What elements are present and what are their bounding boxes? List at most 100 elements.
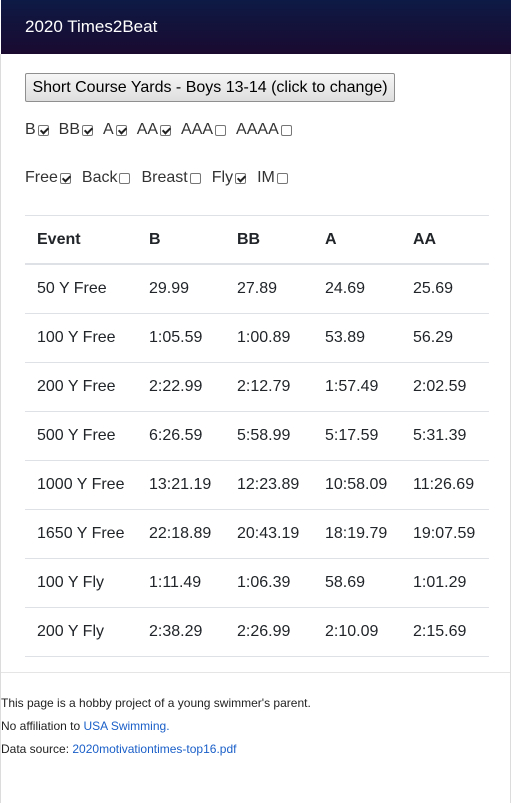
cell-bb: 1:00.89 [225, 313, 313, 363]
left-border [0, 54, 1, 803]
column-header-b: B [137, 216, 225, 265]
cell-b: 2:22.99 [137, 362, 225, 412]
level-label: A [103, 121, 114, 138]
cell-bb: 1:06.39 [225, 558, 313, 608]
cell-bb: 20:43.19 [225, 509, 313, 559]
cell-a: 2:10.09 [313, 607, 401, 657]
cell-aa: 2:15.69 [401, 607, 489, 657]
stroke-label: Breast [141, 169, 188, 186]
table-row: 500 Y Free 6:26.59 5:58.99 5:17.59 5:31.39 [25, 411, 489, 461]
level-filter-b[interactable]: B [25, 121, 49, 139]
cell-b: 13:21.19 [137, 460, 225, 510]
app-header: 2020 Times2Beat [1, 0, 511, 54]
cell-bb: 27.89 [225, 264, 313, 314]
cell-b: 22:18.89 [137, 509, 225, 559]
stroke-checkbox[interactable] [59, 172, 71, 184]
level-filter-aaaa[interactable]: AAAA [236, 121, 292, 139]
level-label: AAAA [236, 121, 279, 138]
cell-b: 1:11.49 [137, 558, 225, 608]
stroke-label: Fly [211, 169, 234, 186]
cell-event: 100 Y Free [25, 313, 137, 363]
cell-a: 24.69 [313, 264, 401, 314]
cell-event: 200 Y Fly [25, 607, 137, 657]
level-filter-aaa[interactable]: AAA [181, 121, 227, 139]
cell-bb: 2:26.99 [225, 607, 313, 657]
level-label: BB [58, 121, 81, 138]
table-row: 200 Y Free 2:22.99 2:12.79 1:57.49 2:02.59 [25, 362, 489, 412]
stroke-filters: Free Back Breast Fly IM [25, 169, 299, 187]
level-filter-bb[interactable]: BB [58, 121, 94, 139]
stroke-filter-fly[interactable]: Fly [211, 169, 247, 187]
stroke-checkbox[interactable] [189, 172, 201, 184]
times-table: Event B BB A AA 50 Y Free 29.99 27.89 24.69… [25, 216, 489, 657]
stroke-filter-breast[interactable]: Breast [141, 169, 201, 187]
level-label: B [25, 121, 36, 138]
level-filters: B BB A AA AAA AAAA [25, 121, 302, 139]
stroke-filter-im[interactable]: IM [257, 169, 288, 187]
affiliation-text: No affiliation to [1, 719, 84, 733]
table-header-row: Event B BB A AA [25, 216, 489, 265]
cell-aa: 5:31.39 [401, 411, 489, 461]
table-row: 200 Y Fly 2:38.29 2:26.99 2:10.09 2:15.69 [25, 607, 489, 657]
footer-affiliation: No affiliation to USA Swimming. [1, 719, 170, 733]
level-label: AA [136, 121, 159, 138]
cell-event: 1000 Y Free [25, 460, 137, 510]
footer-source: Data source: 2020motivationtimes-top16.p… [1, 742, 236, 756]
stroke-label: Back [81, 169, 118, 186]
cell-event: 1650 Y Free [25, 509, 137, 559]
level-checkbox[interactable] [37, 124, 49, 136]
table-top-rule [25, 215, 489, 216]
course-selector-button[interactable]: Short Course Yards - Boys 13-14 (click t… [25, 73, 395, 102]
cell-a: 5:17.59 [313, 411, 401, 461]
cell-bb: 2:12.79 [225, 362, 313, 412]
cell-a: 10:58.09 [313, 460, 401, 510]
level-filter-a[interactable]: A [103, 121, 127, 139]
level-checkbox[interactable] [160, 124, 172, 136]
stroke-checkbox[interactable] [119, 172, 131, 184]
data-source-link[interactable]: 2020motivationtimes-top16.pdf [72, 742, 237, 756]
level-checkbox[interactable] [280, 124, 292, 136]
cell-bb: 5:58.99 [225, 411, 313, 461]
usa-swimming-link[interactable]: USA Swimming. [83, 719, 170, 733]
footer-divider [1, 672, 510, 673]
cell-aa: 56.29 [401, 313, 489, 363]
cell-aa: 2:02.59 [401, 362, 489, 412]
stroke-checkbox[interactable] [276, 172, 288, 184]
level-label: AAA [181, 121, 214, 138]
source-text: Data source: [1, 742, 73, 756]
cell-event: 200 Y Free [25, 362, 137, 412]
cell-a: 58.69 [313, 558, 401, 608]
level-filter-aa[interactable]: AA [136, 121, 172, 139]
cell-a: 18:19.79 [313, 509, 401, 559]
cell-aa: 11:26.69 [401, 460, 489, 510]
stroke-label: IM [257, 169, 275, 186]
table-row: 100 Y Free 1:05.59 1:00.89 53.89 56.29 [25, 313, 489, 363]
cell-aa: 1:01.29 [401, 558, 489, 608]
stroke-checkbox[interactable] [235, 172, 247, 184]
column-header-a: A [313, 216, 401, 265]
cell-event: 100 Y Fly [25, 558, 137, 608]
cell-bb: 12:23.89 [225, 460, 313, 510]
page-title: 2020 Times2Beat [25, 17, 158, 36]
cell-b: 2:38.29 [137, 607, 225, 657]
stroke-filter-free[interactable]: Free [25, 169, 71, 187]
stroke-label: Free [25, 169, 58, 186]
cell-b: 1:05.59 [137, 313, 225, 363]
column-header-event: Event [25, 216, 137, 265]
cell-a: 53.89 [313, 313, 401, 363]
cell-b: 6:26.59 [137, 411, 225, 461]
cell-b: 29.99 [137, 264, 225, 314]
cell-event: 50 Y Free [25, 264, 137, 314]
table-row: 1000 Y Free 13:21.19 12:23.89 10:58.09 11:26… [25, 460, 489, 510]
level-checkbox[interactable] [82, 124, 94, 136]
column-header-aa: AA [401, 216, 489, 265]
stroke-filter-back[interactable]: Back [82, 169, 131, 187]
column-header-bb: BB [225, 216, 313, 265]
table-row: 100 Y Fly 1:11.49 1:06.39 58.69 1:01.29 [25, 558, 489, 608]
level-checkbox[interactable] [115, 124, 127, 136]
cell-event: 500 Y Free [25, 411, 137, 461]
level-checkbox[interactable] [215, 124, 227, 136]
cell-a: 1:57.49 [313, 362, 401, 412]
cell-aa: 25.69 [401, 264, 489, 314]
footer-note: This page is a hobby project of a young … [1, 696, 311, 710]
